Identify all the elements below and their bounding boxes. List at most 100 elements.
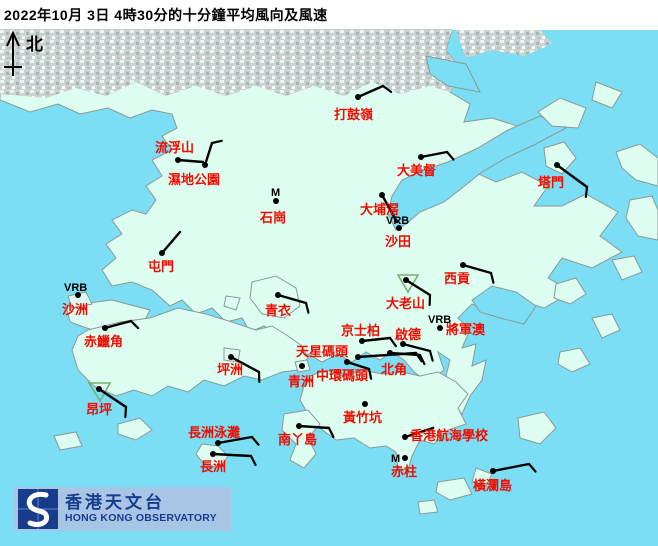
island-sung-kong [417, 499, 439, 515]
wind-barb-shaft [97, 387, 128, 409]
station-label: 石崗 [259, 210, 286, 225]
station-dot [418, 154, 424, 160]
station-label: 沙田 [385, 234, 411, 249]
station-hk-sea-school: 香港航海學校 [402, 426, 489, 443]
wind-barb-shaft [360, 336, 392, 343]
station-dot [362, 401, 368, 407]
station-label: 塔門 [538, 175, 564, 190]
wind-barb-shaft [356, 84, 385, 99]
wind-barb-feather [124, 405, 128, 419]
station-marker-vrb: VRB [428, 314, 451, 326]
station-label: 赤鱲角 [84, 334, 123, 349]
station-lamma-island: 南丫島 [278, 423, 335, 447]
station-dot [175, 157, 181, 163]
station-dot [387, 350, 393, 356]
island-crooked [537, 97, 587, 129]
islands [53, 81, 658, 515]
wind-barb-feather [584, 185, 589, 199]
station-label: 赤柱 [391, 464, 417, 479]
station-shek-kong: 石崗 M [259, 187, 286, 225]
starling-inlet-water [425, 55, 481, 93]
station-sha-tin: 沙田 VRB [385, 215, 411, 249]
station-kai-tak: 啟德 [395, 327, 434, 362]
station-label: 南丫島 [278, 432, 317, 447]
station-label: 啟德 [395, 327, 421, 342]
wind-barb-shaft [276, 293, 308, 305]
station-label: 大埔滘 [360, 202, 399, 217]
station-tuen-mun: 屯門 [148, 230, 182, 274]
station-label: 屯門 [148, 259, 174, 274]
urban-area-north [0, 30, 462, 98]
wind-barb-feather [489, 271, 495, 284]
station-label: 黃竹坑 [342, 410, 382, 425]
station-label: 濕地公園 [168, 172, 220, 187]
station-dot [400, 341, 406, 347]
station-sha-chau: 沙洲 VRB [62, 282, 88, 317]
station-dot [159, 250, 165, 256]
station-dot [275, 292, 281, 298]
island-tap-mun [543, 141, 577, 175]
station-dot [299, 363, 305, 369]
wind-barb-feather [428, 349, 434, 362]
landmass-new-territories [0, 29, 623, 415]
station-ngong-ping: 昂坪 [86, 382, 128, 419]
port-shelter-water [471, 285, 537, 325]
wind-barb-shaft [216, 435, 254, 445]
wind-barb-shaft [203, 141, 214, 167]
island-east-edge-3 [611, 255, 643, 281]
wind-barb-shaft [176, 158, 205, 164]
island-po-toi [435, 477, 473, 501]
page-title: 2022年10月 3日 4時30分的十分鐘平均風向及風速 [4, 7, 328, 23]
station-tai-mei-tuk: 大美督 [397, 150, 455, 178]
wind-barb-shaft [388, 351, 422, 357]
wind-barb-feather [210, 139, 223, 145]
station-central-pier: 中環碼頭 [316, 359, 373, 383]
station-dot [273, 198, 279, 204]
wind-barb-feather [304, 301, 310, 314]
island-tsing-yi [249, 275, 301, 319]
station-dot [96, 386, 102, 392]
wind-barb-shaft [404, 278, 432, 297]
island-lamma [281, 409, 321, 469]
wind-barb-shaft [229, 355, 261, 374]
urban-area-northeast [456, 30, 552, 58]
station-label: 流浮山 [155, 140, 194, 155]
station-label: 西貢 [444, 271, 470, 286]
wind-barb-feather [445, 150, 455, 161]
station-dot [402, 455, 408, 461]
station-label: 北角 [381, 362, 407, 377]
station-dot [490, 468, 496, 474]
wind-barb-feather [327, 426, 335, 439]
island-hong-kong [299, 369, 469, 471]
station-label: 大美督 [397, 163, 436, 178]
wind-barb-feather [249, 454, 257, 467]
station-label: 青洲 [288, 374, 314, 389]
wind-barb-shaft [297, 424, 331, 430]
wind-barb-feather [129, 319, 140, 330]
station-dot [296, 423, 302, 429]
station-dot [202, 162, 208, 168]
station-dot [437, 325, 443, 331]
island-jin-island [591, 313, 621, 339]
station-lau-fau-shan: 流浮山 [155, 140, 205, 164]
wind-barb-shaft [419, 150, 449, 159]
wind-barb-shaft [211, 452, 253, 458]
island-ap-chau [591, 81, 623, 109]
station-dot [102, 325, 108, 331]
station-label: 京士柏 [341, 323, 380, 338]
station-wong-chuk-hang: 黃竹坑 [342, 401, 382, 425]
station-stanley: 赤柱M [391, 453, 417, 479]
station-dot [379, 192, 385, 198]
wind-barb-feather [388, 336, 397, 348]
station-chek-lap-kok: 赤鱲角 [84, 319, 140, 349]
station-marker-m: M [271, 187, 280, 199]
station-label: 昂坪 [86, 402, 112, 417]
station-green-island: 青洲 [288, 363, 314, 389]
wind-barb-feather [367, 367, 373, 380]
wind-barb-shaft [555, 163, 589, 189]
wind-barb-shaft [380, 193, 399, 224]
station-peng-chau: 坪洲 [217, 354, 261, 384]
wind-barb-feather [527, 462, 537, 473]
